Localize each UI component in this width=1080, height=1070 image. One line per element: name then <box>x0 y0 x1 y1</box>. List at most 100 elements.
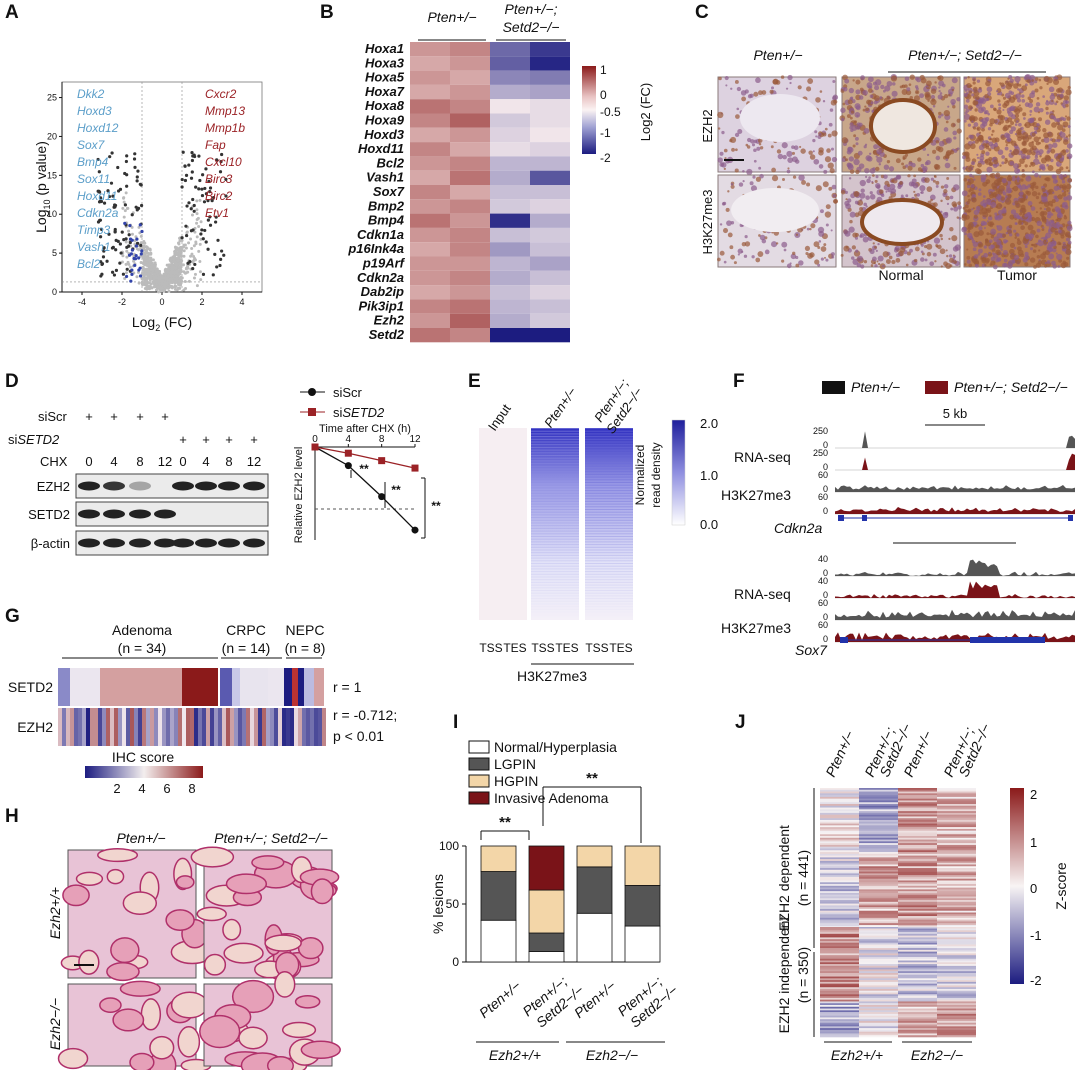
stain-dot <box>841 137 848 144</box>
heat-row <box>585 468 633 470</box>
j-row2: EZH2 independent <box>776 917 792 1034</box>
stain-dot <box>1039 86 1043 90</box>
z-cell <box>859 843 898 846</box>
stain-dot <box>984 140 989 144</box>
point-sig <box>208 186 213 190</box>
ezh2-seg <box>150 708 154 746</box>
z-cell <box>859 830 898 833</box>
z-cell <box>937 853 976 856</box>
heat-row <box>585 525 633 527</box>
gene-Sox7: Sox7 <box>373 184 405 199</box>
stain-dot <box>968 90 973 94</box>
heat-row <box>585 495 633 497</box>
ezh2-seg <box>102 708 106 746</box>
point-ns <box>167 289 171 293</box>
stain-dot <box>933 163 940 170</box>
z-cell <box>820 981 859 984</box>
point-sig <box>224 194 228 198</box>
heat-cell <box>530 113 570 128</box>
ezh2-seg <box>74 708 78 746</box>
z-cell <box>859 971 898 974</box>
stain-dot <box>1033 243 1038 248</box>
gland <box>97 848 139 863</box>
z-cell <box>937 827 976 830</box>
point-blue <box>138 274 143 278</box>
f-h31: H3K27me3 <box>721 487 791 503</box>
z-cell <box>898 812 937 815</box>
heat-row <box>585 490 633 492</box>
heat-cell <box>530 84 570 100</box>
z-cell <box>859 999 898 1002</box>
stain-dot <box>917 157 922 162</box>
d-xtick-label: 4 <box>346 434 352 445</box>
z-cell <box>898 1013 937 1016</box>
stain-dot <box>1045 218 1049 222</box>
z-cell <box>820 855 859 858</box>
z-cell <box>898 912 937 915</box>
point-ns <box>178 265 182 269</box>
point-sig <box>116 165 120 170</box>
point-ns <box>148 248 152 252</box>
stain-dot <box>967 229 971 233</box>
ezh2-seg <box>114 708 118 746</box>
z-cell <box>898 921 937 924</box>
heat-row <box>531 563 579 564</box>
z-cell <box>859 1004 898 1008</box>
point-sig <box>199 232 203 236</box>
stain-dot <box>777 153 784 160</box>
gland <box>99 997 122 1013</box>
stain-dot <box>786 169 791 174</box>
heat-row <box>585 455 633 456</box>
z-cell <box>898 958 937 961</box>
band <box>103 509 125 519</box>
band <box>129 481 151 491</box>
stain-dot <box>1016 240 1022 246</box>
stain-dot <box>909 74 915 80</box>
heat-cell <box>410 199 450 214</box>
z-cell <box>820 800 859 803</box>
z-cell <box>937 832 976 835</box>
stain-dot <box>942 212 949 219</box>
point-ns <box>157 290 161 294</box>
stain-dot <box>981 255 984 258</box>
stain-dot <box>899 85 903 89</box>
heat-cell <box>410 256 450 271</box>
i-group2: Ezh2−/− <box>586 1047 638 1063</box>
stain-dot <box>1051 247 1057 253</box>
stain-dot <box>1041 187 1046 192</box>
stain-dot <box>1024 221 1029 226</box>
z-cell <box>820 846 859 849</box>
stain-dot <box>809 154 816 160</box>
panel-label-G: G <box>5 606 20 627</box>
stain-dot <box>1021 169 1025 173</box>
f-scale: 5 kb <box>943 406 968 421</box>
z-cell <box>898 999 937 1002</box>
z-cell <box>898 946 937 949</box>
stain-dot <box>978 134 984 141</box>
track-tick: 0 <box>823 612 828 622</box>
z-cell <box>937 955 976 958</box>
stain-dot <box>1046 164 1049 167</box>
ezh2-seg <box>266 708 270 746</box>
stain-dot <box>1067 125 1071 129</box>
stain-dot <box>1035 234 1039 239</box>
stain-dot <box>866 82 873 89</box>
z-cell <box>937 946 976 949</box>
heat-cell <box>530 256 570 271</box>
band <box>172 538 194 548</box>
heat-row <box>531 460 579 462</box>
z-cell <box>859 926 898 929</box>
point-ns <box>124 191 128 195</box>
g-setd2: SETD2 <box>8 679 53 695</box>
track-tick: 0 <box>823 440 828 450</box>
point-sig <box>125 173 129 177</box>
ezh2-seg <box>238 708 242 746</box>
point-sig <box>219 159 223 164</box>
z-cell <box>937 976 976 979</box>
point-sig <box>222 253 226 257</box>
z-cell <box>859 990 898 993</box>
z-cell <box>937 818 976 821</box>
stain-dot <box>1059 132 1066 138</box>
ezh2-seg <box>282 708 286 746</box>
heat-row <box>531 595 579 597</box>
